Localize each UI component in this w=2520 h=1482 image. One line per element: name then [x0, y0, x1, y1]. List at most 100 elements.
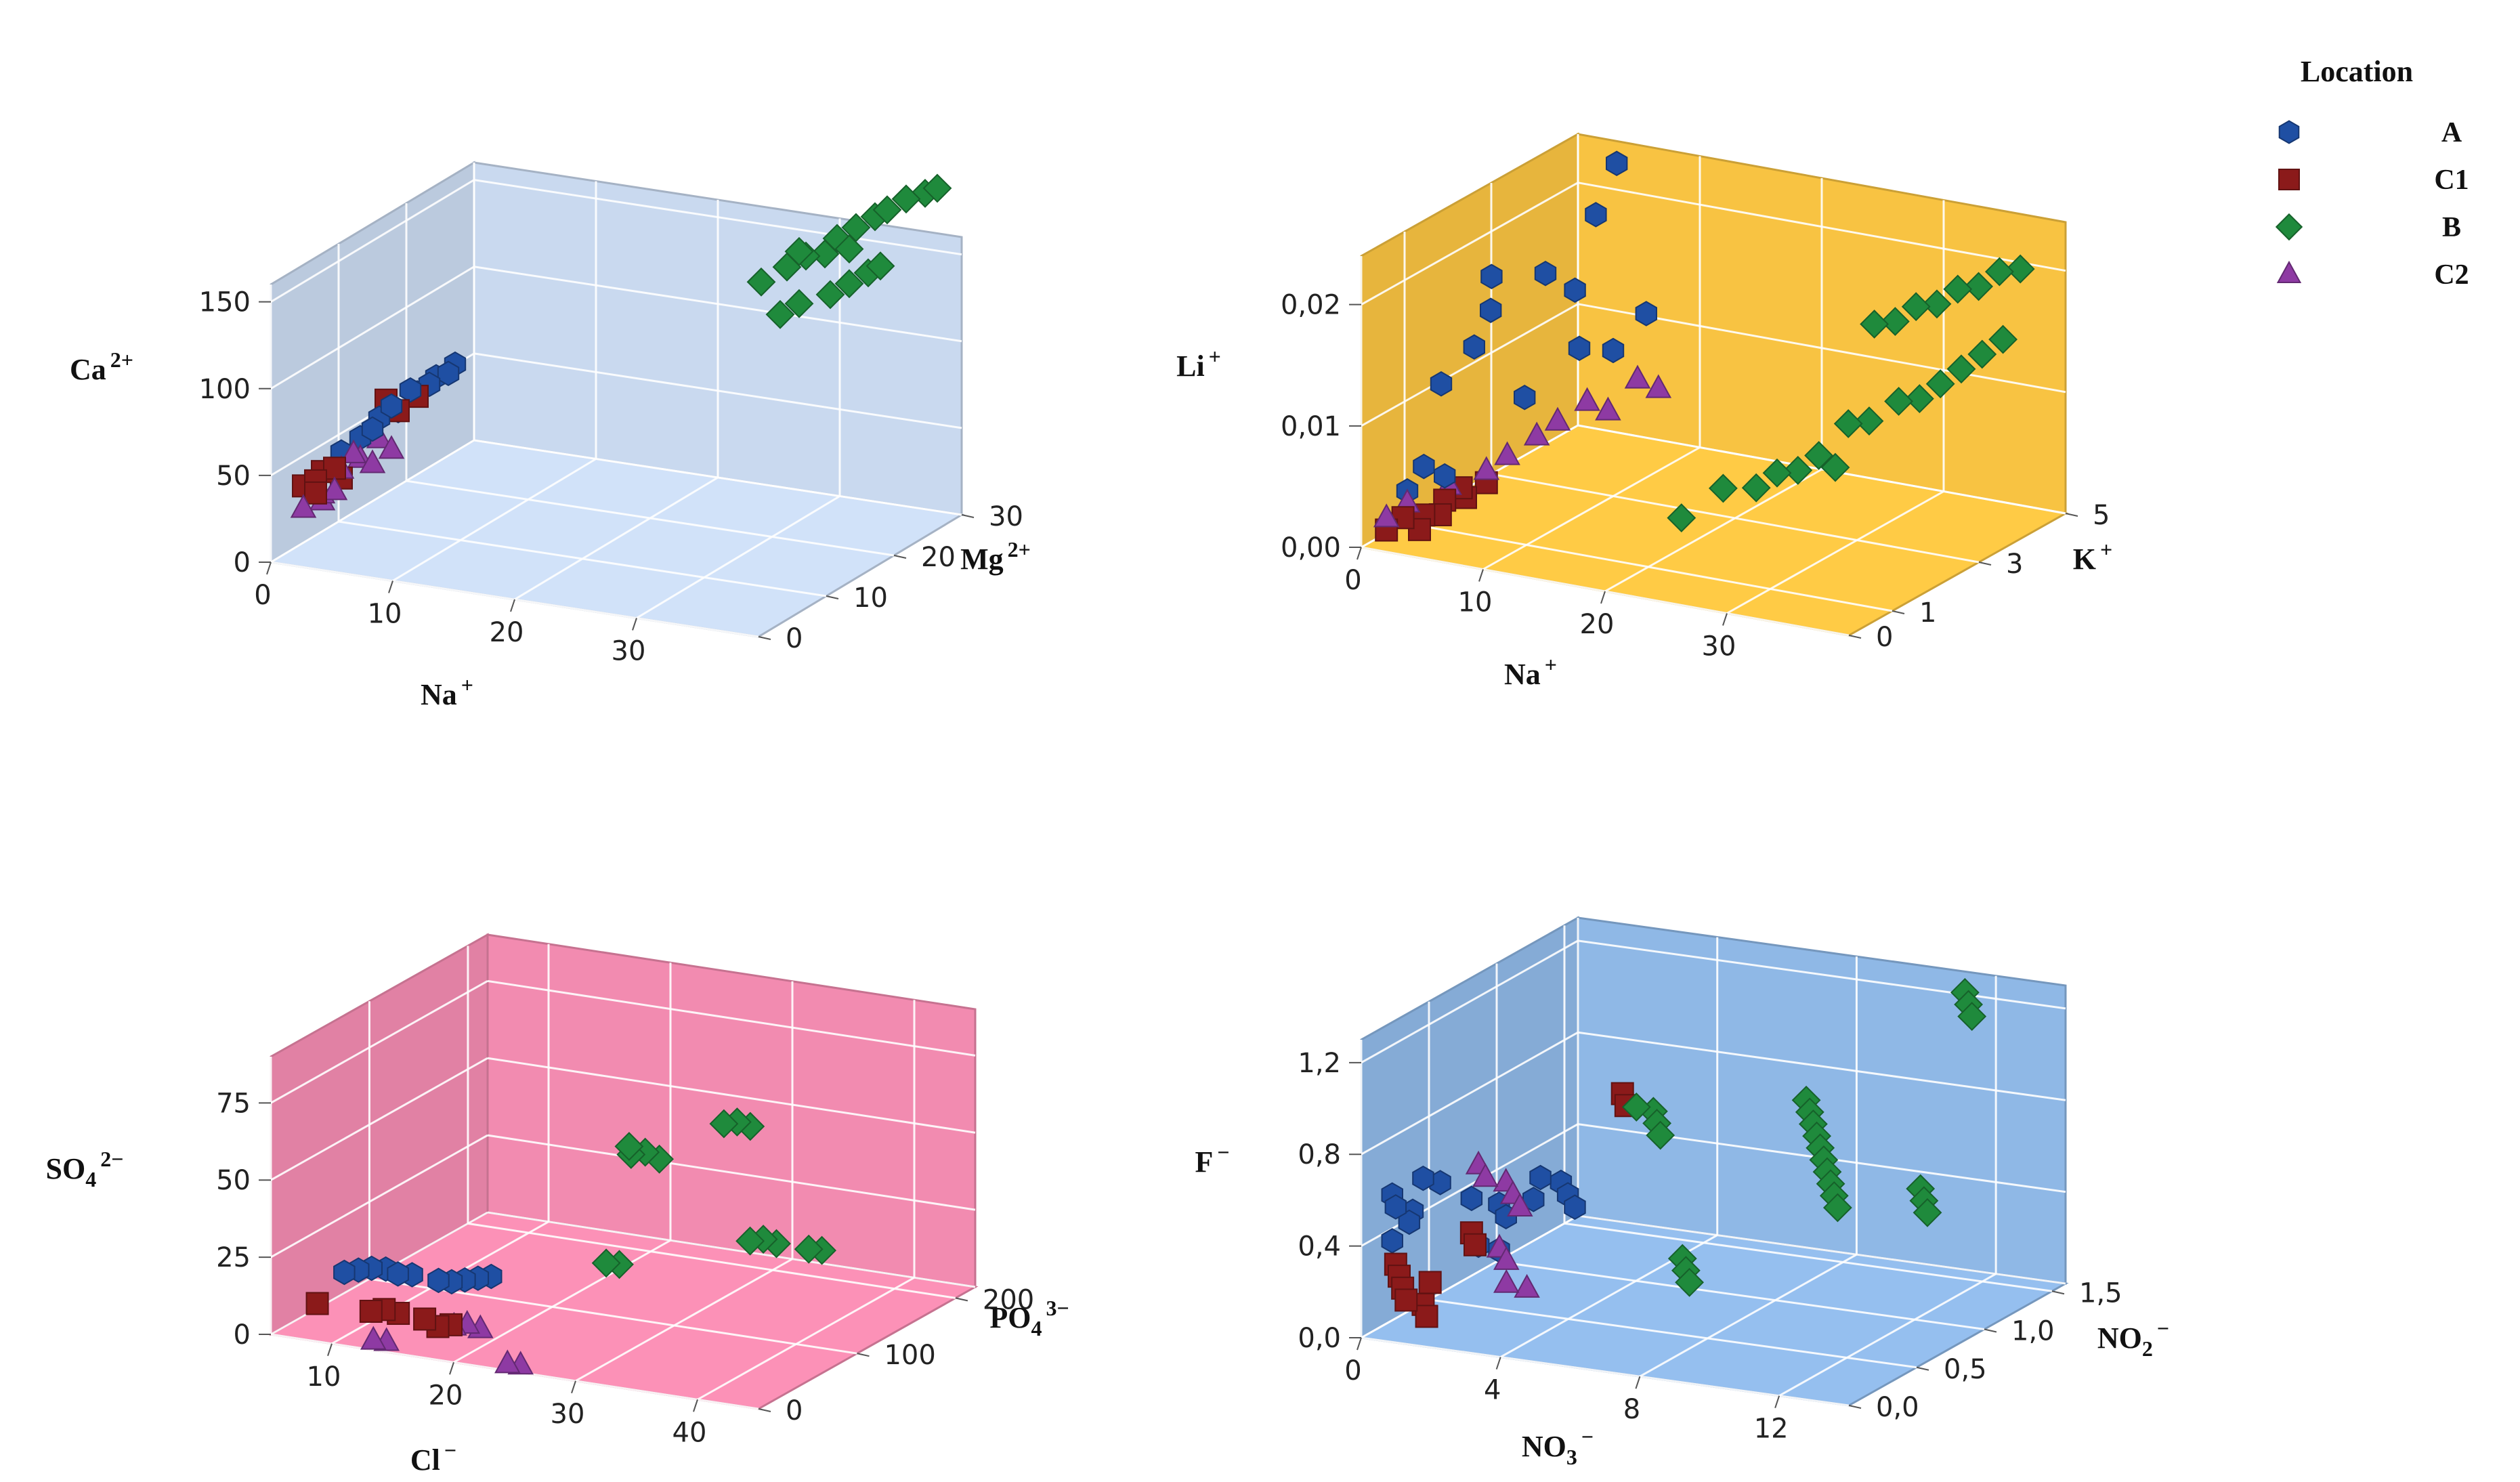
x-tick-label: 0	[1344, 565, 1361, 596]
point-b	[709, 1109, 739, 1139]
gridline	[1577, 424, 2066, 515]
x-tick-label: 10	[368, 599, 402, 630]
point-a	[1434, 463, 1456, 489]
x-tick	[632, 618, 637, 631]
point-b	[1946, 354, 1976, 384]
z-axis-label: Li +	[1176, 344, 1221, 383]
point-a	[333, 1259, 356, 1286]
x-tick-label: 0	[1344, 1355, 1361, 1386]
gridline	[453, 1239, 671, 1363]
x-tick	[571, 1380, 576, 1394]
point-a	[380, 393, 403, 419]
gridline	[1577, 1031, 2066, 1101]
point-b	[1925, 369, 1955, 399]
z-tick-label: 50	[216, 461, 251, 492]
gridline	[270, 439, 475, 564]
gridline	[1604, 468, 1822, 593]
gridline	[473, 352, 962, 429]
point-b	[1860, 310, 1889, 339]
point-c1	[1415, 1305, 1438, 1328]
point-b	[1708, 473, 1738, 503]
y-tick-label: 100	[884, 1340, 935, 1371]
z-tick-label: 75	[216, 1088, 251, 1119]
y-tick	[758, 1408, 771, 1412]
point-b	[735, 1226, 765, 1256]
gridline	[1361, 182, 1579, 305]
gridline	[392, 458, 597, 582]
y-tick-label: 0	[786, 1395, 803, 1426]
point-c2	[340, 439, 367, 463]
gridline	[1361, 303, 1579, 427]
gridline	[1726, 490, 1944, 614]
gridline	[1577, 182, 2066, 272]
point-b	[1820, 452, 1850, 482]
x-tick-label: 20	[1580, 609, 1615, 640]
y-tick-label: 20	[921, 542, 956, 573]
x-tick	[266, 562, 272, 575]
gridline	[1482, 446, 1701, 570]
y-tick	[2051, 1290, 2065, 1295]
point-a	[1384, 1194, 1407, 1220]
point-b	[1833, 409, 1863, 438]
x-axis-label: Na +	[1504, 652, 1557, 691]
gridline	[473, 439, 962, 516]
x-tick	[1357, 547, 1362, 560]
gridline	[575, 1258, 793, 1382]
z-tick-label: 0	[234, 1319, 251, 1351]
point-b	[834, 269, 864, 299]
point-b	[1783, 455, 1813, 485]
x-tick-label: 30	[1702, 631, 1736, 662]
point-b	[1922, 289, 1952, 319]
gridline	[487, 1211, 976, 1288]
point-c1	[1418, 1271, 1442, 1294]
x-tick-label: 20	[429, 1380, 463, 1411]
point-b	[746, 267, 776, 297]
point-b	[1804, 441, 1834, 470]
panel-3: 10 20 30 40 0 100 200 0 25 50 75 Cl − PO43− SO42−	[46, 933, 1069, 1477]
point-c2	[1507, 1192, 1533, 1216]
point-a	[1480, 263, 1503, 290]
x-tick-label: 30	[612, 636, 646, 667]
x-tick-label: 0	[254, 580, 271, 611]
point-c2	[1472, 1163, 1499, 1187]
x-tick	[693, 1399, 698, 1412]
point-a	[361, 416, 384, 442]
y-tick-label: 30	[989, 501, 1023, 532]
gridline	[1428, 1298, 1917, 1369]
y-tick	[1848, 635, 1862, 639]
z-axis-label: F −	[1195, 1140, 1229, 1179]
x-tick-label: 4	[1484, 1375, 1501, 1406]
point-b	[815, 280, 845, 310]
point-c2	[1574, 387, 1600, 411]
y-axis-label: K +	[2073, 537, 2112, 576]
gridline	[473, 266, 962, 343]
x-tick	[1635, 1376, 1641, 1389]
gridline	[270, 179, 475, 303]
gridline	[338, 520, 827, 597]
gridline	[1361, 1031, 1579, 1156]
point-a	[1514, 385, 1536, 410]
point-c2	[494, 1349, 521, 1374]
point-b	[1762, 458, 1792, 488]
point-a	[1522, 1187, 1545, 1212]
point-b	[891, 184, 921, 214]
y-tick	[955, 1297, 968, 1302]
z-axis-label: SO42−	[46, 1147, 124, 1191]
point-b	[1646, 1120, 1675, 1150]
point-c2	[360, 1326, 387, 1350]
point-a	[1381, 1228, 1403, 1254]
gridline	[1639, 1253, 1858, 1378]
y-tick	[758, 636, 771, 640]
point-c1	[1433, 488, 1457, 512]
point-c2	[1544, 406, 1571, 431]
x-tick-label: 30	[551, 1399, 585, 1430]
point-a	[1602, 337, 1625, 364]
y-tick-label: 10	[853, 583, 888, 614]
point-a	[1564, 1194, 1586, 1221]
y-tick-label: 0,0	[1876, 1392, 1919, 1423]
legend-marker-b	[2275, 213, 2303, 241]
y-tick-label: 5	[2093, 500, 2110, 531]
point-b	[1913, 1198, 1942, 1227]
x-tick	[1774, 1395, 1780, 1409]
